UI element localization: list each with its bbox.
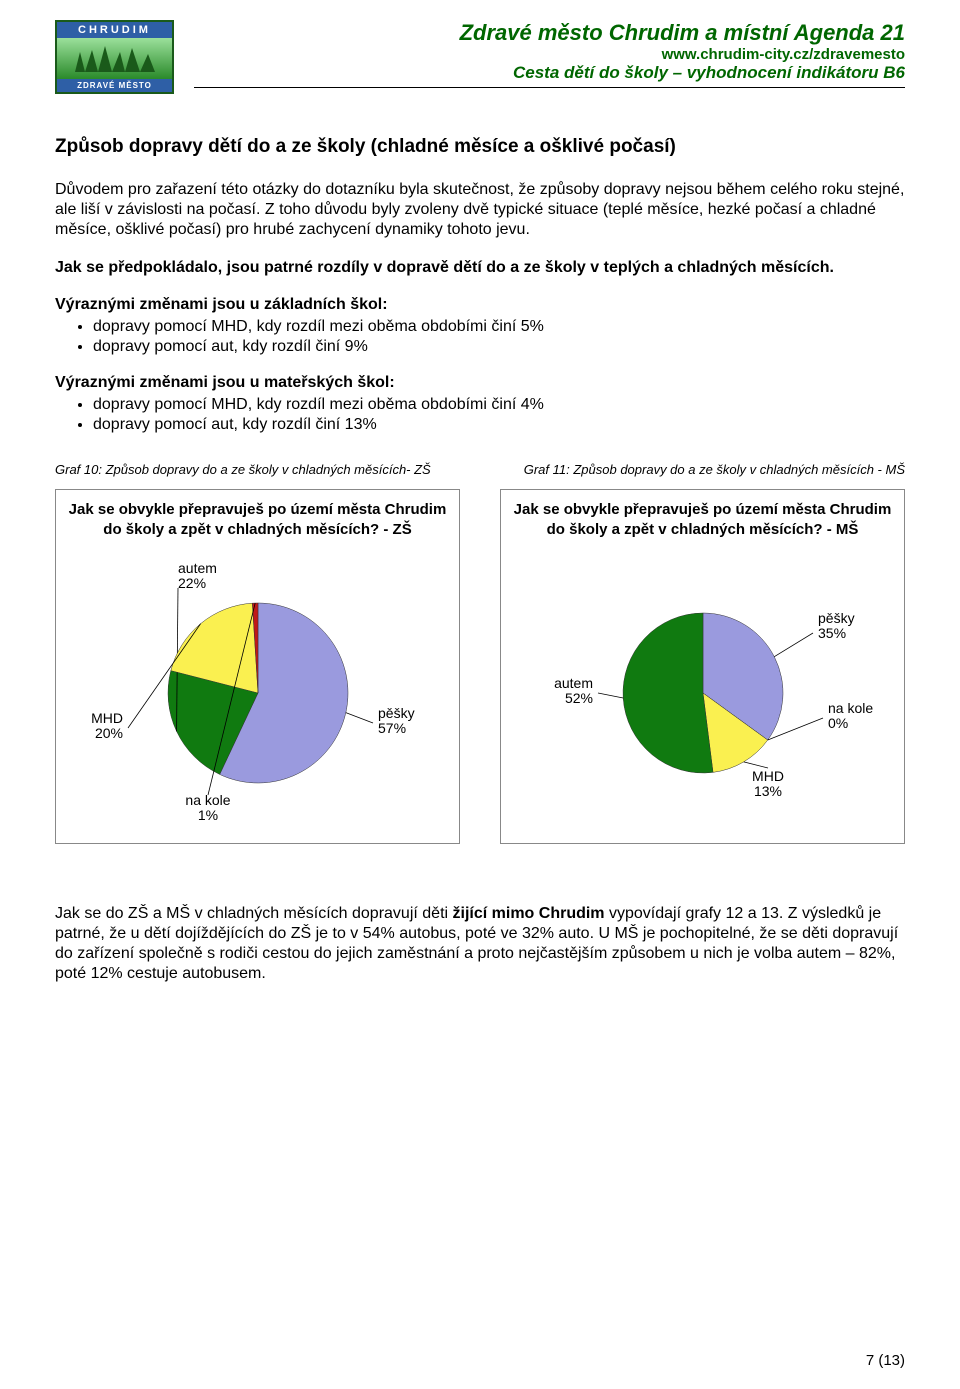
slice-label: pěšky (818, 610, 855, 626)
pie-chart-left: pěšky57% autem22% MHD20% na kole1% (68, 543, 448, 823)
footnote-paragraph: Jak se do ZŠ a MŠ v chladných měsících d… (55, 904, 905, 984)
slice-pct: 0% (828, 715, 848, 731)
page: CHRUDIM ZDRAVÉ MĚSTO Zdravé město Chrudi… (0, 0, 960, 1389)
logo-bottom-text: ZDRAVÉ MĚSTO (57, 79, 172, 92)
caption-right: Graf 11: Způsob dopravy do a ze školy v … (524, 462, 905, 477)
chart-right-title: Jak se obvykle přepravuješ po území měst… (509, 500, 896, 539)
slice-label: MHD (752, 768, 784, 784)
slice-label: MHD (91, 710, 123, 726)
logo-top-text: CHRUDIM (57, 22, 172, 38)
list-item: dopravy pomocí MHD, kdy rozdíl mezi oběm… (93, 396, 905, 414)
header: CHRUDIM ZDRAVÉ MĚSTO Zdravé město Chrudi… (55, 20, 905, 94)
page-title: Zdravé město Chrudim a místní Agenda 21 (194, 20, 905, 46)
header-text-block: Zdravé město Chrudim a místní Agenda 21 … (194, 20, 905, 88)
slice-pct: 22% (178, 575, 206, 591)
caption-left: Graf 10: Způsob dopravy do a ze školy v … (55, 462, 431, 477)
slice-pct: 57% (378, 720, 406, 736)
slice-pct: 52% (564, 690, 592, 706)
group2-list: dopravy pomocí MHD, kdy rozdíl mezi oběm… (93, 396, 905, 434)
section-heading: Způsob dopravy dětí do a ze školy (chlad… (55, 136, 905, 158)
slice-label: autem (554, 675, 593, 691)
page-subtitle: Cesta dětí do školy – vyhodnocení indiká… (194, 63, 905, 83)
slice-label: autem (178, 560, 217, 576)
paragraph-intro: Důvodem pro zařazení této otázky do dota… (55, 180, 905, 240)
group2-heading: Výraznými změnami jsou u mateřských škol… (55, 374, 905, 392)
city-silhouette-icon (70, 42, 160, 76)
list-item: dopravy pomocí MHD, kdy rozdíl mezi oběm… (93, 318, 905, 336)
leader-line (345, 713, 372, 723)
chart-captions: Graf 10: Způsob dopravy do a ze školy v … (55, 462, 905, 477)
pie-slice (623, 613, 713, 773)
page-url: www.chrudim-city.cz/zdravemesto (194, 46, 905, 63)
charts-row: Jak se obvykle přepravuješ po území měst… (55, 489, 905, 844)
group1-heading: Výraznými změnami jsou u základních škol… (55, 296, 905, 314)
leader-line (774, 633, 813, 657)
slice-label: na kole (185, 792, 230, 808)
leader-line (598, 693, 623, 698)
logo-banner (57, 38, 172, 79)
chart-left-box: Jak se obvykle přepravuješ po území měst… (55, 489, 460, 844)
note-bold: žijící mimo Chrudim (453, 905, 605, 922)
list-item: dopravy pomocí aut, kdy rozdíl činí 13% (93, 416, 905, 434)
slice-pct: 1% (197, 807, 217, 823)
paragraph-conclusion: Jak se předpokládalo, jsou patrné rozdíl… (55, 258, 905, 278)
slice-pct: 13% (753, 783, 781, 799)
slice-pct: 35% (818, 625, 846, 641)
logo: CHRUDIM ZDRAVÉ MĚSTO (55, 20, 174, 94)
slice-label: pěšky (378, 705, 415, 721)
note-text: Jak se do ZŠ a MŠ v chladných měsících d… (55, 905, 898, 982)
list-item: dopravy pomocí aut, kdy rozdíl činí 9% (93, 338, 905, 356)
group1-list: dopravy pomocí MHD, kdy rozdíl mezi oběm… (93, 318, 905, 356)
slice-label: na kole (828, 700, 873, 716)
slice-pct: 20% (94, 725, 122, 741)
chart-right-box: Jak se obvykle přepravuješ po území měst… (500, 489, 905, 844)
chart-left-title: Jak se obvykle přepravuješ po území měst… (64, 500, 451, 539)
pie-chart-right: pěšky35% na kole0% MHD13% autem52% (513, 543, 893, 803)
page-number: 7 (13) (866, 1352, 905, 1369)
